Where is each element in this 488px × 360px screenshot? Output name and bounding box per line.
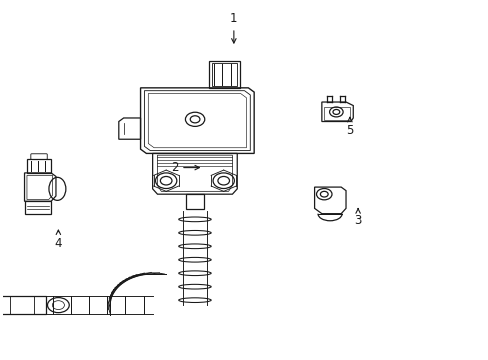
Text: 2: 2 xyxy=(170,161,199,174)
Text: 1: 1 xyxy=(230,12,237,43)
Text: 4: 4 xyxy=(55,230,62,250)
Text: 5: 5 xyxy=(346,117,353,137)
Text: 3: 3 xyxy=(354,208,361,227)
